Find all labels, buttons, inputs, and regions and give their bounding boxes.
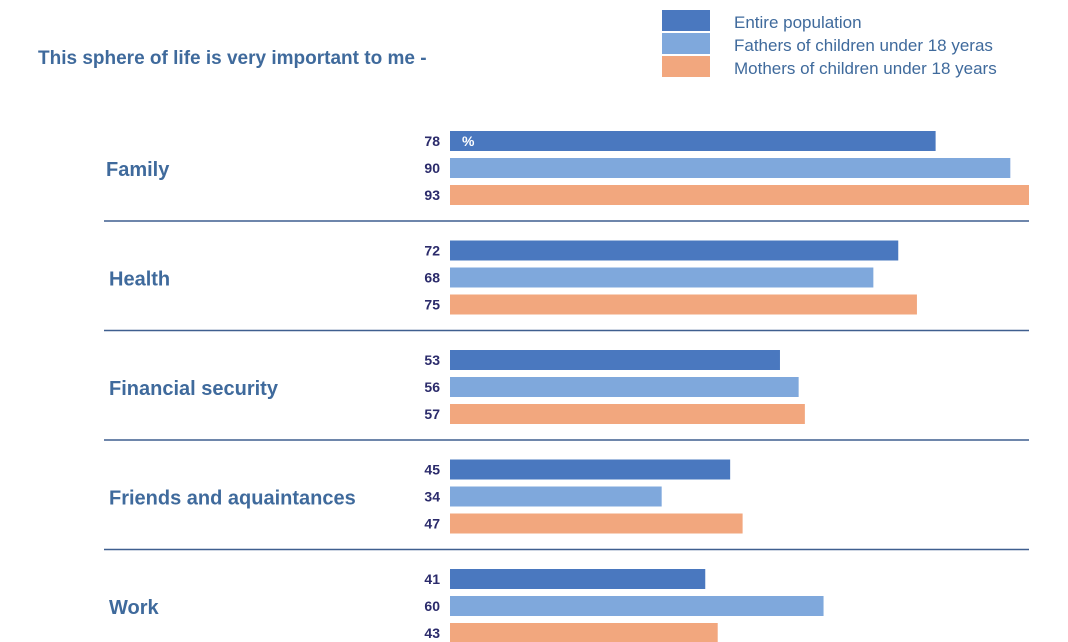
legend-swatch-fathers xyxy=(662,33,710,54)
legend-swatch-mothers xyxy=(662,56,710,77)
value-label-work-fathers-of-children-under-18-yeras: 60 xyxy=(424,598,440,614)
bar-friends-and-aquaintances-fathers-of-children-under-18-yeras xyxy=(450,486,662,507)
bar-health-mothers-of-children-under-18-years xyxy=(450,294,917,315)
value-label-family-mothers-of-children-under-18-years: 93 xyxy=(424,187,440,203)
bar-work-fathers-of-children-under-18-yeras xyxy=(450,596,824,616)
value-label-friends-and-aquaintances-mothers-of-children-under-18-years: 47 xyxy=(424,516,440,532)
legend-swatch-entire-population xyxy=(662,10,710,31)
legend-label-entire-population: Entire population xyxy=(734,13,862,32)
value-label-work-mothers-of-children-under-18-years: 43 xyxy=(424,625,440,641)
bar-family-mothers-of-children-under-18-years xyxy=(450,185,1029,205)
bar-friends-and-aquaintances-entire-population xyxy=(450,459,731,480)
value-label-family-fathers-of-children-under-18-yeras: 90 xyxy=(424,160,440,176)
legend-label-fathers: Fathers of children under 18 yeras xyxy=(734,36,993,55)
bar-friends-and-aquaintances-mothers-of-children-under-18-years xyxy=(450,513,743,534)
value-label-family-entire-population: 78 xyxy=(424,133,440,149)
value-label-friends-and-aquaintances-entire-population: 45 xyxy=(424,462,440,478)
category-label-family: Family xyxy=(106,159,170,181)
legend-label-mothers: Mothers of children under 18 years xyxy=(734,59,997,78)
category-label-work: Work xyxy=(109,597,160,619)
bar-financial-security-fathers-of-children-under-18-yeras xyxy=(450,377,799,397)
category-label-health: Health xyxy=(109,269,170,291)
value-label-health-entire-population: 72 xyxy=(424,243,440,259)
bar-financial-security-entire-population xyxy=(450,350,780,370)
value-label-friends-and-aquaintances-fathers-of-children-under-18-yeras: 34 xyxy=(424,489,440,505)
value-label-health-fathers-of-children-under-18-yeras: 68 xyxy=(424,270,440,286)
value-label-health-mothers-of-children-under-18-years: 75 xyxy=(424,297,440,313)
value-label-financial-security-fathers-of-children-under-18-yeras: 56 xyxy=(424,379,440,395)
bar-family-fathers-of-children-under-18-yeras xyxy=(450,158,1011,178)
bar-work-mothers-of-children-under-18-years xyxy=(450,623,718,642)
bar-work-entire-population xyxy=(450,569,706,589)
unit-label: % xyxy=(462,133,475,149)
bar-health-entire-population xyxy=(450,240,899,261)
value-label-work-entire-population: 41 xyxy=(424,571,440,587)
value-label-financial-security-entire-population: 53 xyxy=(424,352,440,368)
category-label-financial-security: Financial security xyxy=(109,378,279,400)
category-label-friends-and-aquaintances: Friends and aquaintances xyxy=(109,488,356,510)
bar-health-fathers-of-children-under-18-yeras xyxy=(450,267,874,288)
chart-title: This sphere of life is very important to… xyxy=(38,48,427,69)
bar-family-entire-population xyxy=(450,131,936,151)
bar-financial-security-mothers-of-children-under-18-years xyxy=(450,404,805,424)
value-label-financial-security-mothers-of-children-under-18-years: 57 xyxy=(424,406,440,422)
